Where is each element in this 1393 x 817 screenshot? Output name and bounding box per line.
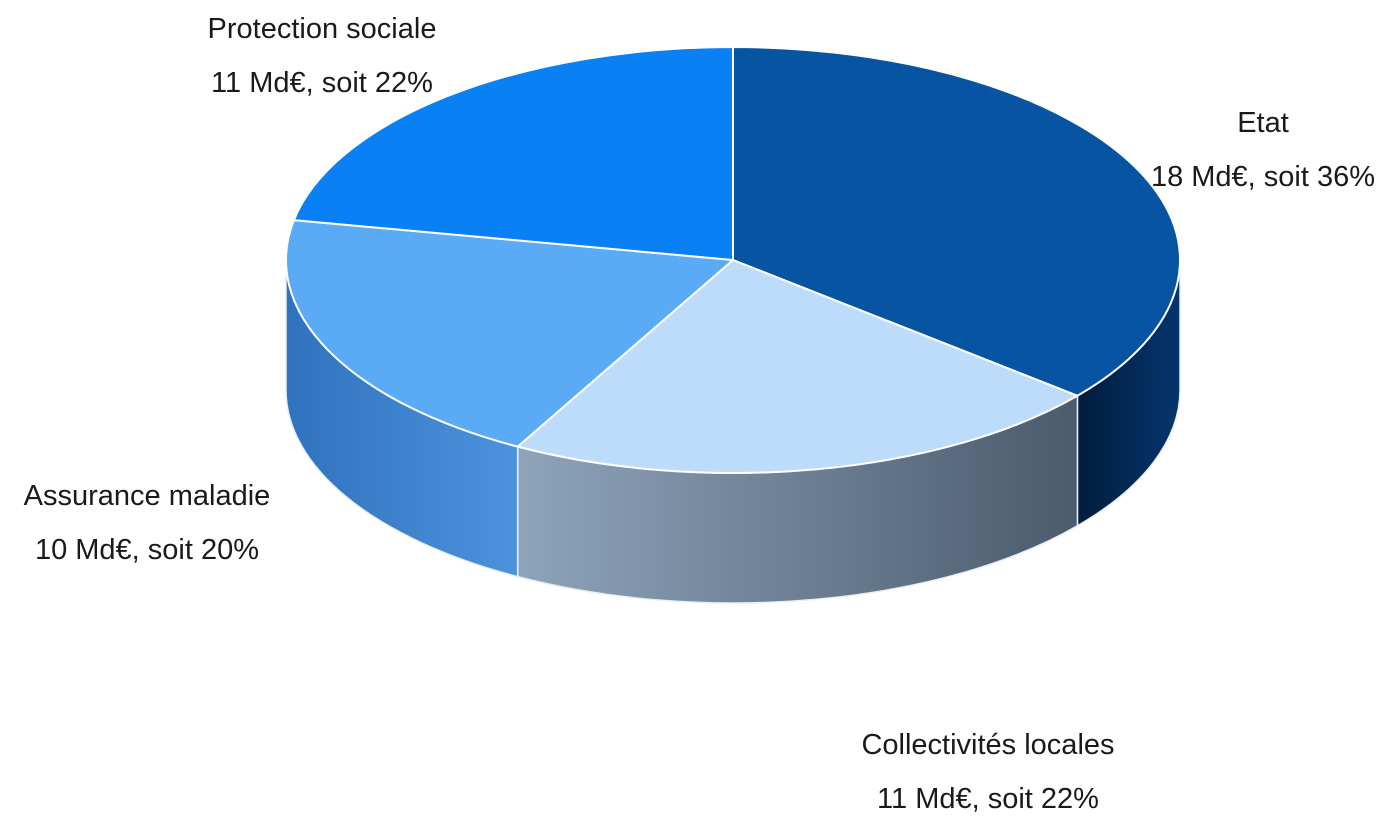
slice-etat xyxy=(732,46,1181,397)
slice-collectivites-locales xyxy=(516,259,1079,474)
slice-label-etat: Etat xyxy=(1237,107,1289,139)
slice-labels: Etat 18 Md€, soit 36% Collectivités loca… xyxy=(24,13,1375,815)
pie-sides xyxy=(285,259,1181,604)
slice-value-etat: 18 Md€, soit 36% xyxy=(1151,161,1375,193)
slice-value-protection-sociale: 11 Md€, soit 22% xyxy=(211,67,433,99)
slice-value-collectivites-locales: 11 Md€, soit 22% xyxy=(877,783,1099,815)
slice-value-assurance-maladie: 10 Md€, soit 20% xyxy=(35,534,259,566)
slice-protection-sociale xyxy=(292,46,734,261)
slice-label-assurance-maladie: Assurance maladie xyxy=(24,480,271,512)
slice-label-protection-sociale: Protection sociale xyxy=(208,13,437,45)
pie-slices xyxy=(285,46,1181,474)
slice-assurance-maladie xyxy=(285,219,734,448)
slice-label-collectivites-locales: Collectivités locales xyxy=(861,729,1114,761)
